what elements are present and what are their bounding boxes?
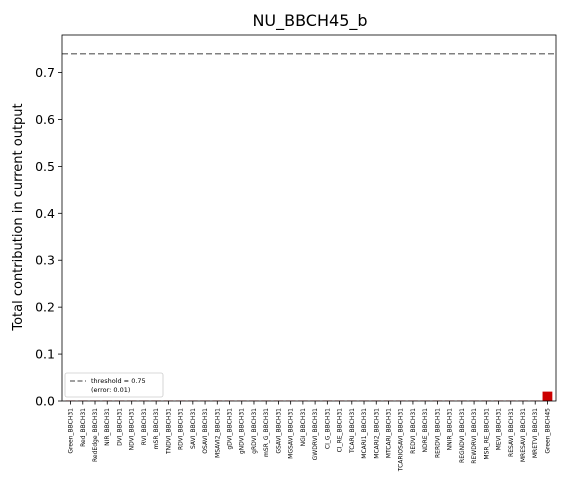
x-tick-label: NIR_BBCH31 [104,408,111,446]
y-tick-label: 0.6 [35,112,55,127]
x-tick-label: gNDVI_BBCH31 [239,408,246,454]
x-tick-label: mSR_G_BBCH31 [263,408,270,457]
x-tick-label: Green_BBCH45 [544,408,551,454]
x-tick-label: GSAVI_BBCH31 [275,408,282,454]
x-tick-label: RVI_BBCH31 [141,408,148,445]
plot-area: 0.0 0.1 0.2 0.3 0.4 0.5 0.6 0.7 Green_BBCH31 Red_… [35,34,557,472]
x-tick-label: OSAVI_BBCH31 [202,408,209,454]
x-tick-label: MSR_RE_BBCH31 [483,408,490,460]
x-tick-label: GWDRVI_BBCH31 [312,408,319,461]
x-tick-label: gDVI_BBCH31 [227,408,234,450]
x-tick-label: RERDVI_BBCH31 [434,408,441,458]
x-tick-label: MSAVI2_BBCH31 [214,408,221,458]
x-tick-label: TCARI_BBCH31 [349,408,356,454]
x-tick-label: MEVI_BBCH31 [496,408,503,450]
x-tick-label: MCARI1_BBCH31 [361,408,368,459]
x-tick-label: gRDVI_BBCH31 [251,408,258,454]
x-tick-label: NGI_BBCH31 [300,408,307,447]
legend: threshold = 0.75 (error: 0.01) [64,372,164,398]
bar [542,391,553,401]
y-tick-label: 0.3 [35,253,55,268]
x-tick-label: RedEdge_BBCH31 [92,408,99,462]
x-tick-label: NNIR_BBCH31 [447,408,454,451]
x-tick-label: REDVI_BBCH31 [410,408,417,454]
y-tick-label: 0.4 [35,206,55,221]
x-tick-label: MCARI2_BBCH31 [373,408,380,459]
y-tick-label: 0.2 [35,300,55,315]
x-tick-label: mSR_BBCH31 [153,408,160,449]
axes-frame [61,34,557,402]
x-tick-label: REGNDVI_BBCH31 [459,408,466,463]
x-tick-label: TCARIOSAVI_BBCH31 [398,408,405,472]
x-tick-label: TNDVI_BBCH31 [165,408,172,455]
x-tick-label: REWDRVI_BBCH31 [471,408,478,464]
x-tick-label: MRESAVI_BBCH31 [520,408,527,462]
y-tick-label: 0.5 [35,159,55,174]
x-tick-label: CI_G_BBCH31 [324,408,331,449]
legend-threshold-label: threshold = 0.75 [91,377,146,385]
x-tick-label: Red_BBCH31 [80,408,87,447]
x-tick-label: CI_RE_BBCH31 [337,408,344,453]
y-tick-label: 0.0 [35,394,55,409]
x-tick-label: NDRE_BBCH31 [422,408,429,453]
x-tick-label: RDVI_BBCH31 [178,408,185,450]
chart-title: NU_BBCH45_b [252,11,367,31]
legend-threshold-sublabel: (error: 0.01) [91,386,130,394]
y-tick-label: 0.1 [35,347,55,362]
x-tick-label: DVI_BBCH31 [116,408,123,446]
x-tick-label: SAVI_BBCH31 [190,408,197,449]
x-tick-label: MRETVI_BBCH31 [532,408,539,458]
y-tick-label: 0.7 [35,65,55,80]
x-tick-label: NDVI_BBCH31 [129,408,136,451]
y-axis-label: Total contribution in current output [11,103,26,331]
x-tick-label: Green_BBCH31 [68,408,75,454]
legend-frame [64,372,164,398]
x-tick-label: MTCARI_BBCH31 [385,408,392,458]
x-tick-label: MGSAVI_BBCH31 [288,408,295,459]
x-tick-label: RESAVI_BBCH31 [508,408,515,457]
